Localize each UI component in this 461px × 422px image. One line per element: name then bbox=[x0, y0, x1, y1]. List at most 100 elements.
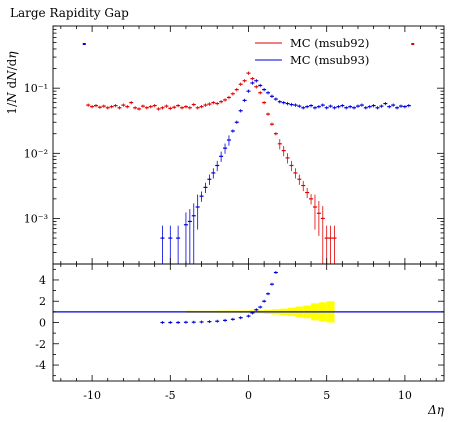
data-point bbox=[371, 103, 376, 108]
data-point bbox=[320, 206, 325, 264]
data-point bbox=[266, 112, 271, 116]
data-point bbox=[90, 105, 95, 109]
data-point bbox=[398, 104, 403, 108]
data-point bbox=[285, 101, 290, 106]
data-point bbox=[273, 132, 278, 136]
x-tick-labels: -10 -5 0 5 10 bbox=[83, 389, 412, 402]
data-point bbox=[195, 106, 200, 110]
data-point bbox=[285, 153, 290, 164]
ratio-tick-label: 4 bbox=[39, 274, 46, 287]
data-point bbox=[332, 106, 337, 110]
data-point bbox=[250, 81, 255, 85]
data-point bbox=[269, 94, 274, 99]
data-point bbox=[152, 103, 157, 108]
data-point bbox=[355, 104, 360, 108]
data-point bbox=[375, 106, 380, 110]
data-point bbox=[219, 151, 224, 162]
data-point bbox=[238, 82, 243, 86]
data-point bbox=[324, 225, 329, 264]
data-point bbox=[137, 107, 142, 111]
main-panel-frame bbox=[52, 25, 445, 265]
y-tick-label: 10⁻¹ bbox=[24, 82, 48, 95]
data-point bbox=[281, 100, 286, 105]
data-point bbox=[367, 105, 372, 109]
y-axis-label: 1/N dN/dη bbox=[5, 51, 19, 115]
data-point bbox=[164, 104, 169, 108]
data-point bbox=[180, 106, 185, 110]
data-point bbox=[258, 91, 263, 95]
ratio-tick-label: 2 bbox=[39, 295, 46, 308]
ratio-tick-label: -4 bbox=[35, 359, 46, 372]
data-point bbox=[305, 105, 310, 109]
data-point bbox=[246, 71, 251, 75]
data-point bbox=[148, 105, 153, 109]
data-point bbox=[246, 89, 251, 93]
data-point bbox=[176, 225, 181, 264]
data-point bbox=[289, 160, 294, 172]
data-point bbox=[344, 106, 349, 110]
main-plot-data bbox=[82, 43, 415, 264]
x-tick-label: 10 bbox=[398, 389, 412, 402]
data-point bbox=[117, 106, 122, 110]
data-point bbox=[101, 104, 106, 108]
data-point bbox=[266, 91, 271, 95]
data-point bbox=[324, 106, 329, 110]
data-point bbox=[219, 100, 224, 104]
x-tick-label: 0 bbox=[245, 389, 252, 402]
x-tick-label: -5 bbox=[165, 389, 176, 402]
data-point bbox=[168, 106, 173, 111]
ratio-tick-label: -2 bbox=[35, 338, 46, 351]
ratio-panel-frame bbox=[52, 263, 445, 382]
ratio-tick-label: 0 bbox=[39, 317, 46, 330]
data-point bbox=[352, 106, 357, 110]
data-point bbox=[293, 103, 298, 107]
data-point bbox=[129, 100, 134, 105]
data-point bbox=[379, 104, 384, 108]
data-point bbox=[160, 225, 165, 264]
data-point bbox=[230, 129, 235, 133]
series-msub93 bbox=[160, 79, 411, 264]
data-point bbox=[391, 103, 396, 107]
data-point bbox=[312, 194, 317, 230]
data-point bbox=[262, 100, 267, 105]
data-point bbox=[348, 105, 353, 109]
data-point bbox=[273, 97, 278, 101]
data-point bbox=[277, 100, 282, 104]
data-point bbox=[309, 194, 314, 205]
data-point bbox=[301, 180, 306, 192]
data-point bbox=[211, 168, 216, 179]
data-point bbox=[86, 103, 91, 107]
data-point bbox=[301, 106, 306, 110]
data-point bbox=[226, 135, 231, 146]
data-point bbox=[176, 103, 181, 108]
data-point bbox=[234, 120, 239, 124]
data-point bbox=[230, 92, 235, 96]
data-point bbox=[254, 85, 259, 89]
data-point bbox=[187, 209, 192, 264]
data-point bbox=[320, 103, 325, 107]
chart-title: Large Rapidity Gap bbox=[10, 6, 129, 20]
data-point bbox=[359, 103, 364, 107]
legend: MC (msub92) MC (msub93) bbox=[255, 36, 369, 67]
data-point bbox=[211, 100, 216, 105]
data-point bbox=[336, 105, 341, 109]
data-point bbox=[289, 102, 294, 107]
data-point bbox=[168, 225, 173, 264]
data-point bbox=[187, 106, 192, 110]
data-point bbox=[156, 107, 161, 111]
data-point bbox=[363, 106, 368, 110]
data-point bbox=[383, 101, 388, 106]
y-tick-label: 10⁻² bbox=[24, 147, 48, 160]
data-point bbox=[94, 103, 99, 108]
data-point bbox=[258, 83, 263, 88]
data-point bbox=[199, 105, 204, 109]
data-point bbox=[277, 139, 282, 150]
data-point bbox=[121, 103, 126, 107]
legend-label-msub93: MC (msub93) bbox=[290, 53, 369, 67]
outlier-marker bbox=[82, 43, 86, 45]
data-point bbox=[402, 105, 407, 109]
data-point bbox=[332, 225, 337, 264]
data-point bbox=[215, 160, 220, 172]
data-point bbox=[328, 225, 333, 264]
